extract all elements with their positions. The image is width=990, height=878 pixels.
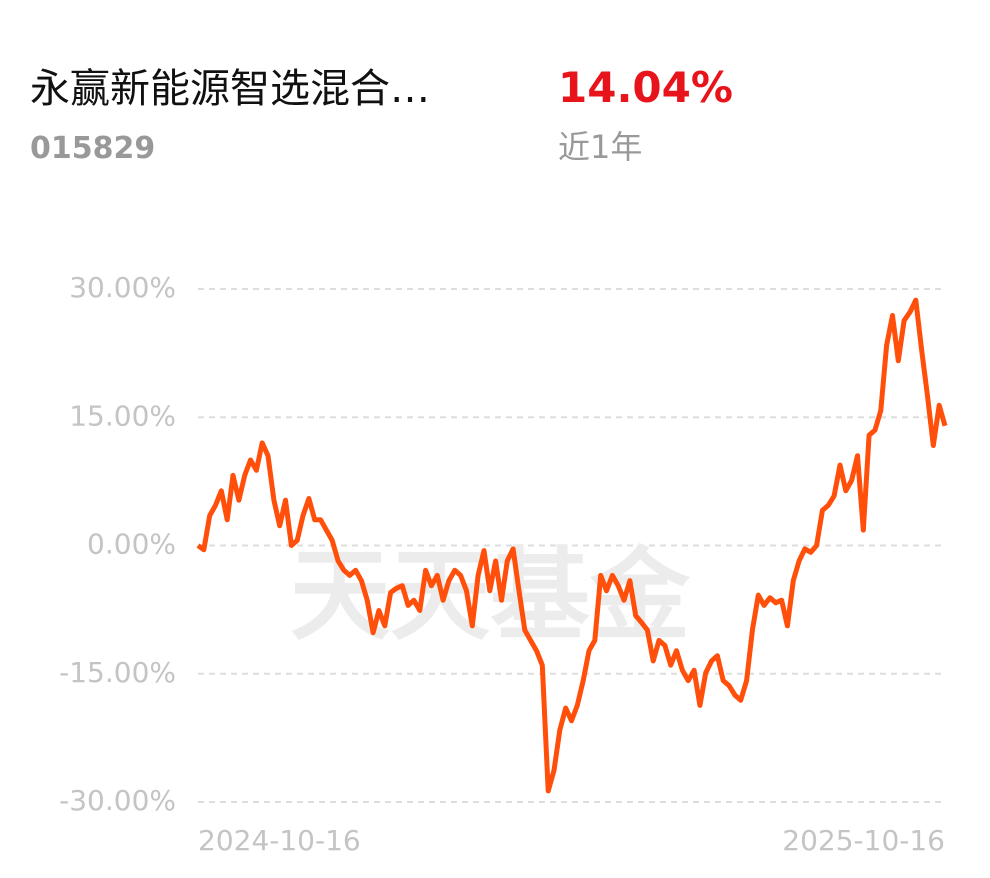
y-tick-label: 15.00%	[69, 399, 176, 432]
x-tick-label: 2025-10-16	[782, 824, 945, 857]
return: 14.04%	[558, 63, 733, 112]
fund-code: 015829	[30, 131, 155, 166]
y-tick-label: 0.00%	[87, 528, 176, 561]
period: 近1年	[558, 128, 642, 166]
y-tick-label: -15.00%	[59, 656, 176, 689]
line	[196, 297, 948, 794]
y-tick-label: -30.00%	[59, 784, 176, 817]
fund-name: 永赢新能源智选混合…	[30, 66, 430, 112]
x-tick-label: 2024-10-16	[198, 824, 361, 857]
y-tick-label: 30.00%	[69, 271, 176, 304]
